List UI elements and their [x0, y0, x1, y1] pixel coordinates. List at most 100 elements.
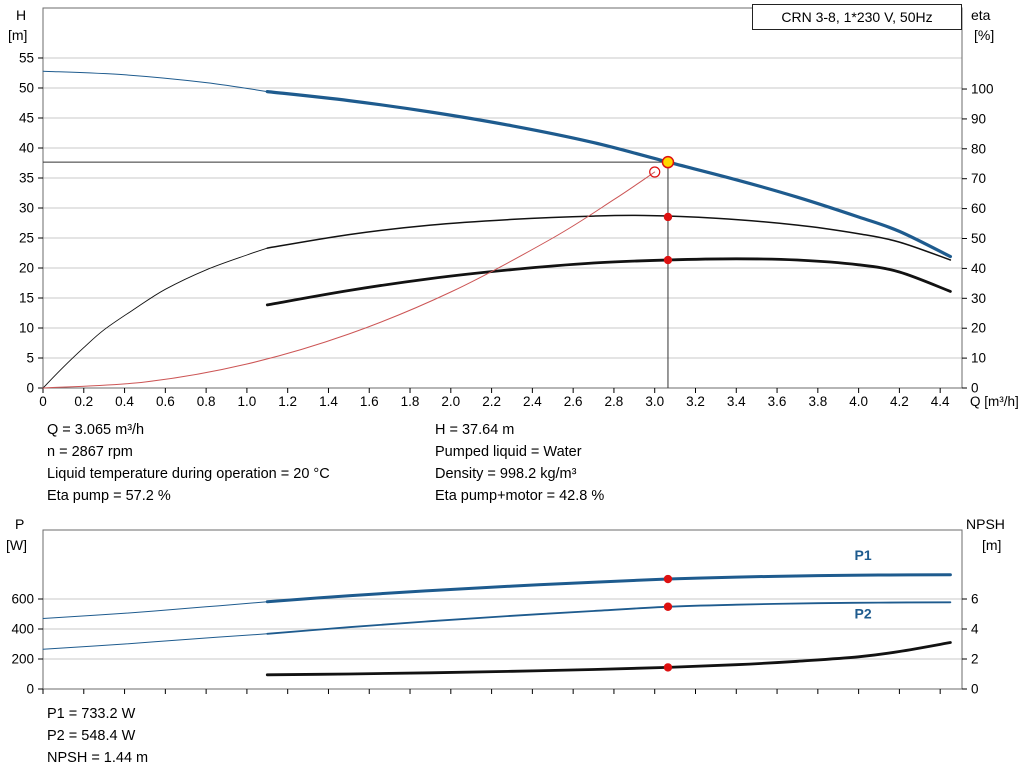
svg-text:0: 0 — [26, 682, 34, 697]
svg-text:2.8: 2.8 — [605, 394, 624, 409]
svg-text:90: 90 — [971, 111, 986, 126]
npsh-info: NPSH = 1.44 m — [47, 750, 149, 766]
p2-point — [663, 602, 673, 611]
grid — [43, 598, 962, 660]
npsh-point — [663, 663, 673, 672]
eta-pump-motor-point — [663, 255, 673, 265]
svg-text:50: 50 — [19, 80, 34, 95]
p2-curve-low-flow — [42, 633, 268, 650]
density-info: Density = 998.2 kg/m³ — [435, 466, 577, 482]
svg-text:40: 40 — [19, 140, 34, 155]
svg-text:0.8: 0.8 — [197, 394, 216, 409]
right-axis-title: NPSH — [966, 516, 1005, 532]
svg-text:2: 2 — [971, 652, 979, 667]
eta-pump-info: Eta pump = 57.2 % — [47, 488, 171, 504]
eta-pump-motor-curve — [265, 257, 952, 307]
svg-text:2.4: 2.4 — [523, 394, 542, 409]
svg-text:10: 10 — [19, 320, 34, 335]
svg-text:600: 600 — [11, 592, 34, 607]
svg-text:80: 80 — [971, 141, 986, 156]
svg-text:40: 40 — [971, 261, 986, 276]
svg-text:5: 5 — [26, 350, 34, 365]
svg-text:1.4: 1.4 — [319, 394, 338, 409]
svg-text:1.8: 1.8 — [401, 394, 420, 409]
svg-text:1.6: 1.6 — [360, 394, 379, 409]
svg-text:60: 60 — [971, 201, 986, 216]
plot-frame — [42, 529, 963, 690]
npsh-curve — [265, 641, 952, 677]
right-axis-title: eta — [971, 7, 991, 23]
svg-text:55: 55 — [19, 50, 34, 65]
head-curve-low-flow — [42, 70, 268, 93]
svg-text:200: 200 — [11, 652, 34, 667]
svg-text:0.4: 0.4 — [115, 394, 134, 409]
svg-text:3.2: 3.2 — [686, 394, 705, 409]
flow-info: Q = 3.065 m³/h — [47, 422, 145, 438]
svg-text:400: 400 — [11, 622, 34, 637]
svg-text:0: 0 — [971, 682, 979, 697]
x-axis-label: Q [m³/h] — [970, 394, 1019, 409]
system-resistance-curve — [42, 171, 656, 389]
p2-curve-label: P2 — [855, 606, 872, 622]
svg-text:0: 0 — [971, 381, 979, 396]
liquid-info: Pumped liquid = Water — [435, 444, 582, 460]
svg-text:3.8: 3.8 — [808, 394, 827, 409]
left-axis-title: [m] — [8, 27, 27, 43]
svg-text:0.6: 0.6 — [156, 394, 175, 409]
requested-duty-point[interactable] — [649, 166, 661, 178]
svg-text:10: 10 — [971, 351, 986, 366]
eta-pump-curve-low-flow — [42, 247, 268, 389]
p1-point — [663, 574, 673, 584]
power-npsh-chart: 0 200 400 600 0 2 4 6 P [W] NPSH [m] P1 P2 — [6, 516, 1005, 697]
svg-text:30: 30 — [971, 291, 986, 306]
svg-text:100: 100 — [971, 82, 994, 97]
duty-info-right-column: H = 37.64 m Pumped liquid = Water Densit… — [435, 419, 604, 507]
svg-text:70: 70 — [971, 171, 986, 186]
svg-text:45: 45 — [19, 110, 34, 125]
axis-ticks: 0 5 10 15 20 25 30 35 40 45 50 55 0 10 20 30 40 50 60 70 80 9… — [19, 50, 994, 409]
svg-text:4: 4 — [971, 622, 979, 637]
svg-text:2.0: 2.0 — [441, 394, 460, 409]
duty-info-left-column: Q = 3.065 m³/h n = 2867 rpm Liquid tempe… — [47, 419, 330, 507]
p1-curve-label: P1 — [855, 547, 872, 563]
svg-text:50: 50 — [971, 231, 986, 246]
svg-text:30: 30 — [19, 200, 34, 215]
plot-frame — [42, 7, 963, 389]
p2-curve — [266, 601, 952, 635]
head-curve — [265, 90, 952, 259]
axis-ticks: 0 200 400 600 0 2 4 6 — [11, 592, 979, 697]
performance-chart: 0 5 10 15 20 25 30 35 40 45 50 55 0 10 20 30 40 50 60 70 80 9… — [8, 7, 1019, 409]
svg-text:2.6: 2.6 — [564, 394, 583, 409]
svg-text:2.2: 2.2 — [482, 394, 501, 409]
svg-text:20: 20 — [971, 321, 986, 336]
right-axis-title: [%] — [974, 27, 994, 43]
head-info: H = 37.64 m — [435, 422, 515, 438]
temperature-info: Liquid temperature during operation = 20… — [47, 466, 330, 482]
left-axis-title: [W] — [6, 537, 27, 553]
left-axis-title: H — [16, 7, 26, 23]
p1-curve-low-flow — [42, 601, 268, 619]
eta-pump-curve — [266, 214, 952, 261]
p1-curve — [265, 573, 952, 604]
svg-text:4.0: 4.0 — [849, 394, 868, 409]
p2-info: P2 = 548.4 W — [47, 728, 136, 744]
svg-text:1.2: 1.2 — [278, 394, 297, 409]
pump-model-label: CRN 3-8, 1*230 V, 50Hz — [752, 4, 962, 30]
eta-pump-point — [663, 212, 673, 222]
svg-text:3.0: 3.0 — [645, 394, 664, 409]
svg-text:0.2: 0.2 — [74, 394, 93, 409]
duty-point[interactable] — [661, 155, 675, 169]
svg-text:4.2: 4.2 — [890, 394, 909, 409]
svg-text:20: 20 — [19, 260, 34, 275]
left-axis-title: P — [15, 516, 24, 532]
right-axis-title: [m] — [982, 537, 1001, 553]
svg-text:35: 35 — [19, 170, 34, 185]
svg-text:3.4: 3.4 — [727, 394, 746, 409]
svg-text:3.6: 3.6 — [768, 394, 787, 409]
svg-text:1.0: 1.0 — [238, 394, 257, 409]
svg-text:25: 25 — [19, 230, 34, 245]
svg-text:6: 6 — [971, 592, 979, 607]
eta-total-info: Eta pump+motor = 42.8 % — [435, 488, 605, 504]
p1-info: P1 = 733.2 W — [47, 706, 136, 722]
svg-text:0: 0 — [26, 381, 34, 396]
